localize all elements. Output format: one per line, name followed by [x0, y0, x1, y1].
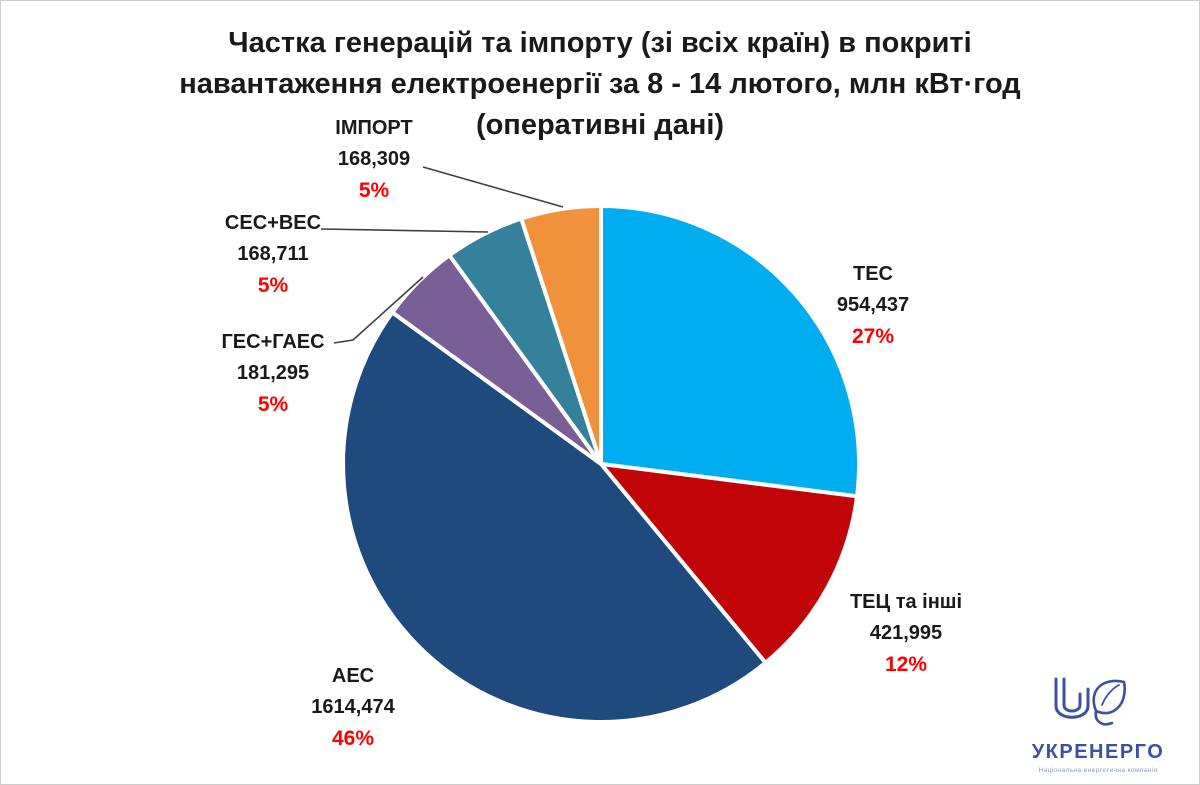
slice-name: СЕС+ВЕС: [224, 212, 322, 234]
chart-title-line2: навантаження електроенергії за 8 - 14 лю…: [179, 68, 1021, 100]
slice-label-2: ТЕЦ та інші 421,995 12%: [850, 587, 962, 680]
slice-label-6: ІМПОРТ 168,309 5%: [335, 113, 412, 206]
leader-line: [320, 228, 489, 233]
slice-name: ТЕЦ та інші: [849, 591, 963, 613]
slice-label-1: ТЕС 954,437 27%: [837, 259, 909, 352]
ukrenergo-logo: УКРЕНЕРГО Національна енергетична компан…: [1023, 676, 1173, 774]
slice-name: ГЕС+ГАЕС: [221, 331, 325, 353]
chart-title-line1: Частка генерацій та імпорту (зі всіх кра…: [228, 27, 972, 59]
slice-value: 954,437: [836, 294, 910, 316]
ukrenergo-logo-icon: [1054, 677, 1126, 726]
slice-percent: 5%: [257, 274, 289, 297]
pie-slice-2: [599, 462, 859, 665]
leader-line: [333, 276, 424, 344]
slice-value: 168,711: [237, 243, 309, 265]
slice-name: АЕС: [331, 665, 375, 687]
slice-percent: 5%: [257, 393, 289, 416]
chart-title: Частка генерацій та імпорту (зі всіх кра…: [1, 23, 1199, 146]
slice-label-3: АЕС 1614,474 46%: [311, 661, 394, 754]
slice-label-4: ГЕС+ГАЕС 181,295 5%: [221, 327, 324, 420]
slice-percent: 5%: [358, 179, 390, 202]
pie-slice-1: [599, 204, 861, 499]
slice-value: 1614,474: [311, 696, 395, 718]
slice-percent: 12%: [884, 653, 928, 676]
pie-slice-6: [519, 203, 603, 466]
slice-percent: 27%: [851, 325, 895, 348]
slice-name: ІМПОРТ: [335, 117, 413, 139]
pie-slice-3: [341, 310, 768, 724]
slice-value: 421,995: [869, 622, 943, 644]
chart-title-line3: (оперативні дані): [475, 109, 725, 141]
slice-value: 181,295: [236, 362, 310, 384]
slice-value: 168,309: [337, 148, 411, 170]
slice-name: ТЕС: [852, 263, 893, 285]
slice-percent: 46%: [331, 727, 375, 750]
ukrenergo-logo-name: УКРЕНЕРГО: [1031, 741, 1165, 763]
ukrenergo-logo-tagline: Національна енергетична компанія: [1038, 767, 1158, 774]
leader-line: [422, 166, 564, 208]
slice-label-5: СЕС+ВЕС 168,711 5%: [225, 208, 321, 301]
